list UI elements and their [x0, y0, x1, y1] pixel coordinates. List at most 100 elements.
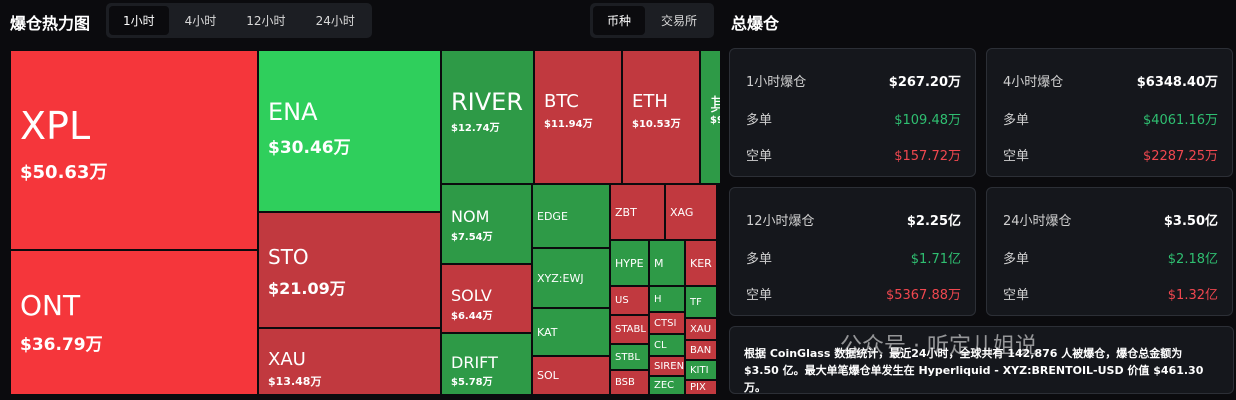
heatmap-tile[interactable]: SIREN — [649, 356, 685, 376]
summary-title: 总爆仓 — [731, 14, 780, 33]
tile-label: KITI — [690, 364, 709, 376]
tile-value: $21.09万 — [268, 279, 346, 299]
heatmap-tile[interactable]: ZBT — [610, 184, 665, 240]
heatmap-tile[interactable]: ENA $30.46万 — [258, 50, 441, 212]
heatmap-tile[interactable]: KITI — [685, 360, 717, 380]
row-label: 1小时爆仓 — [746, 75, 807, 90]
tile-label: PIX — [690, 382, 706, 393]
heatmap-tile[interactable]: US — [610, 286, 649, 315]
row-label: 空单 — [746, 149, 773, 164]
tile-value: $30.46万 — [268, 138, 351, 159]
heatmap-tile[interactable]: XYZ:EWJ — [532, 248, 610, 308]
heatmap-tile[interactable]: 其$9 — [700, 50, 720, 184]
heatmap-tile[interactable]: XAU — [685, 318, 717, 340]
heatmap: XPL $50.63万 ONT $36.79万 ENA $30.46万 STO $21.09万… — [10, 50, 720, 395]
heatmap-tile[interactable]: PIX — [685, 380, 717, 395]
tile-label: XAU — [690, 323, 712, 335]
heatmap-tile[interactable]: H — [649, 286, 685, 312]
tile-label: DRIFT — [451, 352, 498, 372]
summary-note: 根据 CoinGlass 数据统计，最近24小时，全球共有 142,876 人被… — [729, 326, 1234, 394]
row-value: $2.18亿 — [1167, 252, 1218, 267]
tile-value: $6.44万 — [451, 310, 493, 322]
card-row: 空单 $1.32亿 — [1003, 284, 1218, 303]
heatmap-tile[interactable]: BTC $11.94万 — [534, 50, 622, 184]
tile-label: NOM — [451, 207, 490, 226]
tile-label: ZBT — [615, 205, 637, 219]
heatmap-tile[interactable]: NOM $7.54万 — [441, 184, 532, 264]
tile-label: STO — [268, 245, 309, 270]
tile-label: BTC — [544, 91, 579, 113]
card-row: 多单 $4061.16万 — [1003, 109, 1218, 128]
tile-label: ZEC — [654, 380, 675, 391]
heatmap-tile[interactable]: XAG — [665, 184, 717, 240]
card-row: 多单 $2.18亿 — [1003, 248, 1218, 267]
tile-label: XYZ:EWJ — [537, 271, 584, 285]
heatmap-tile[interactable]: M — [649, 240, 685, 286]
tile-value: $5.78万 — [451, 377, 493, 389]
heatmap-tile[interactable]: HYPE — [610, 240, 649, 286]
heatmap-tile[interactable]: RIVER $12.74万 — [441, 50, 534, 184]
heatmap-tile[interactable]: ONT $36.79万 — [10, 250, 258, 395]
heatmap-title: 爆仓热力图 — [10, 14, 91, 33]
tile-label: SOL — [537, 369, 559, 383]
heatmap-tile[interactable]: TF — [685, 286, 717, 318]
view-tab[interactable]: 币种 — [593, 6, 646, 35]
view-tab[interactable]: 交易所 — [661, 14, 698, 28]
tile-value: $12.74万 — [451, 122, 500, 134]
heatmap-tile[interactable]: SOLV $6.44万 — [441, 264, 532, 333]
tile-label: ETH — [632, 91, 668, 113]
row-value: $267.20万 — [888, 75, 961, 90]
tile-label: STABL — [615, 324, 646, 335]
heatmap-tile[interactable]: KER — [685, 240, 717, 286]
tile-label: 其 — [710, 91, 720, 117]
tile-label: TF — [690, 296, 702, 308]
time-tab[interactable]: 4小时 — [184, 14, 217, 28]
card-row: 空单 $157.72万 — [746, 145, 961, 164]
summary-card: 24小时爆仓 $3.50亿 多单 $2.18亿 空单 $1.32亿 — [986, 187, 1233, 316]
heatmap-tile[interactable]: STABL — [610, 315, 649, 344]
summary-card: 1小时爆仓 $267.20万 多单 $109.48万 空单 $157.72万 — [729, 48, 976, 177]
heatmap-tile[interactable]: EDGE — [532, 184, 610, 248]
tile-label: CL — [654, 339, 667, 351]
tile-label: HYPE — [615, 256, 644, 270]
time-tab[interactable]: 24小时 — [315, 14, 355, 28]
row-value: $6348.40万 — [1136, 75, 1218, 90]
heatmap-tile[interactable]: CL — [649, 334, 685, 356]
row-label: 24小时爆仓 — [1003, 214, 1072, 229]
heatmap-tile[interactable]: CTSI — [649, 312, 685, 334]
time-tab[interactable]: 1小时 — [109, 6, 169, 35]
row-value: $2287.25万 — [1142, 149, 1218, 164]
heatmap-tile[interactable]: ZEC — [649, 376, 685, 395]
row-value: $1.32亿 — [1167, 288, 1218, 303]
heatmap-tile[interactable]: KAT — [532, 308, 610, 356]
row-value: $157.72万 — [894, 149, 961, 164]
tile-label: XPL — [20, 104, 91, 149]
tile-label: XAU — [268, 349, 306, 371]
row-label: 多单 — [1003, 252, 1030, 267]
heatmap-tile[interactable]: ETH $10.53万 — [622, 50, 700, 184]
tile-label: RIVER — [451, 87, 524, 116]
row-value: $2.25亿 — [906, 214, 961, 229]
row-label: 12小时爆仓 — [746, 214, 815, 229]
row-label: 4小时爆仓 — [1003, 75, 1064, 90]
time-tab[interactable]: 12小时 — [246, 14, 286, 28]
tile-value: $10.53万 — [632, 118, 681, 130]
heatmap-tile[interactable]: BAN — [685, 340, 717, 360]
tile-label: KAT — [537, 325, 558, 339]
row-value: $1.71亿 — [910, 252, 961, 267]
time-tabs: 1小时 4小时 12小时 24小时 — [106, 3, 372, 38]
tile-label: ENA — [268, 98, 318, 127]
heatmap-tile[interactable]: BSB — [610, 370, 649, 395]
heatmap-tile[interactable]: XPL $50.63万 — [10, 50, 258, 250]
tile-value: $36.79万 — [20, 334, 103, 355]
tile-label: SIREN — [654, 360, 685, 372]
heatmap-tile[interactable]: XAU $13.48万 — [258, 328, 441, 395]
heatmap-tile[interactable]: DRIFT $5.78万 — [441, 333, 532, 395]
heatmap-tile[interactable]: SOL — [532, 356, 610, 395]
heatmap-tile[interactable]: STO $21.09万 — [258, 212, 441, 328]
tile-value: $13.48万 — [268, 374, 322, 388]
card-row: 12小时爆仓 $2.25亿 — [746, 210, 961, 229]
heatmap-tile[interactable]: STBL — [610, 344, 649, 370]
row-label: 空单 — [1003, 149, 1030, 164]
